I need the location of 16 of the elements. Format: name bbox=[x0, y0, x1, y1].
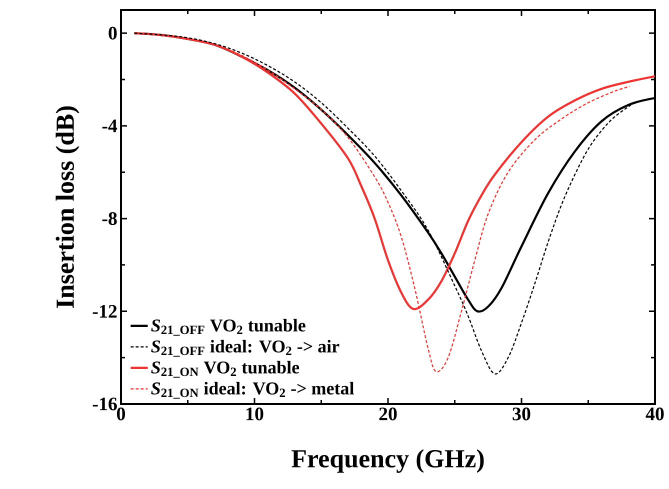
x-tick-label: 20 bbox=[379, 408, 397, 420]
y-axis-title: Insertion loss (dB) bbox=[56, 106, 80, 308]
y-tick-label: -16 bbox=[92, 398, 117, 410]
y-tick-label: -4 bbox=[102, 120, 118, 132]
legend-label: S$_{21_ON}$ ideal: VO$_{2}$ -> metal bbox=[151, 382, 354, 399]
x-tick-label: 30 bbox=[512, 408, 530, 420]
x-tick-label: 40 bbox=[646, 408, 664, 420]
x-axis-title: Frequency (GHz) bbox=[292, 449, 484, 473]
y-tick-label: 0 bbox=[108, 26, 117, 40]
legend-label: S$_{21_OFF}$ VO$_{2}$ tunable bbox=[151, 318, 306, 336]
y-tick-label: -12 bbox=[92, 304, 117, 318]
legend-label: S$_{21_OFF}$ ideal: VO$_{2}$ -> air bbox=[151, 340, 340, 357]
y-tick-label: -8 bbox=[102, 212, 117, 225]
legend-label: S$_{21_ON}$ VO$_{2}$ tunable bbox=[151, 360, 300, 378]
x-tick-label: 10 bbox=[246, 408, 264, 420]
x-tick-label: 0 bbox=[116, 408, 126, 420]
